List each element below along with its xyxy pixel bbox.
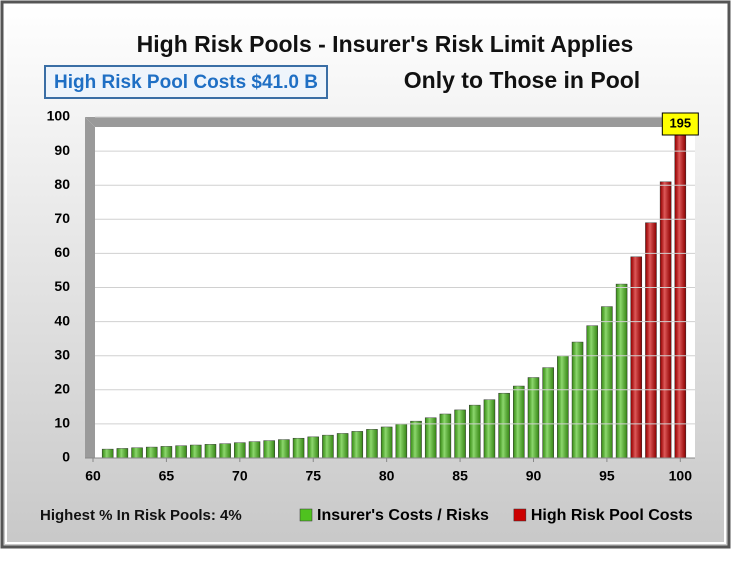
side-wall: [85, 117, 95, 458]
y-tick-label: 30: [54, 346, 70, 362]
bar-shine: [527, 377, 539, 458]
bar-shine: [395, 424, 407, 458]
bar-shine: [131, 447, 143, 458]
legend-label: High Risk Pool Costs: [531, 507, 693, 524]
bar-shine: [146, 447, 158, 458]
x-tick-label: 95: [599, 468, 615, 484]
bar-shine: [366, 429, 378, 458]
bar-shine: [175, 445, 187, 458]
bar-shine: [572, 342, 584, 458]
y-tick-label: 40: [54, 312, 70, 328]
x-tick-label: 65: [159, 468, 175, 484]
bar-shine: [190, 445, 202, 458]
bar-shine: [322, 435, 334, 458]
bar-shine: [425, 417, 437, 458]
y-tick-label: 0: [62, 449, 70, 465]
bar-shine: [660, 181, 672, 458]
y-tick-label: 80: [54, 176, 70, 192]
bar-shine: [249, 441, 261, 458]
y-tick-label: 60: [54, 244, 70, 260]
footer-annotation: Highest % In Risk Pools: 4%: [40, 507, 242, 524]
bar-shine: [513, 386, 525, 458]
bar-shine: [293, 438, 305, 458]
bar-shine: [307, 436, 319, 458]
bar-shine: [263, 440, 275, 458]
bar-shine: [160, 446, 172, 458]
cost-box: [44, 65, 328, 99]
x-tick-label: 80: [379, 468, 395, 484]
bar-shine: [337, 433, 349, 458]
bar-shine: [439, 414, 451, 458]
cost-annotation: High Risk Pool Costs $41.0 B: [54, 72, 318, 93]
x-tick-label: 75: [305, 468, 321, 484]
x-tick-label: 85: [452, 468, 468, 484]
y-tick-label: 90: [54, 142, 70, 158]
data-label-box: [661, 112, 699, 136]
bar-shine: [542, 367, 554, 458]
bar-shine: [219, 443, 231, 458]
y-tick-label: 50: [54, 278, 70, 294]
y-tick-label: 10: [54, 415, 70, 431]
inner-border: [5, 5, 726, 544]
legend-label: Insurer's Costs / Risks: [317, 507, 489, 524]
chart-title: High Risk Pools - Insurer's Risk Limit A…: [137, 31, 634, 57]
bar-shine: [204, 444, 216, 458]
y-tick-label: 100: [47, 108, 71, 124]
bar-shine: [234, 442, 246, 458]
bar-shine: [102, 449, 114, 458]
y-tick-label: 70: [54, 210, 70, 226]
bar-shine: [469, 405, 481, 458]
bar-shine: [351, 431, 363, 458]
bar-shine: [483, 399, 495, 458]
bar-shine: [616, 284, 628, 458]
chart-subtitle: Only to Those in Pool: [404, 67, 640, 93]
x-tick-label: 60: [85, 468, 101, 484]
legend-swatch: [299, 508, 313, 522]
bar-shine: [278, 439, 290, 458]
bar-shine: [381, 426, 393, 458]
data-label: 195: [669, 115, 691, 130]
bar-shine: [410, 421, 422, 458]
bar-shine: [645, 222, 657, 458]
bar-shine: [116, 448, 128, 458]
x-tick-label: 100: [669, 468, 693, 484]
x-tick-label: 90: [526, 468, 542, 484]
x-tick-label: 70: [232, 468, 248, 484]
bar-shine: [586, 325, 598, 458]
bar-shine: [557, 355, 569, 458]
bar-shine: [601, 306, 613, 458]
back-wall: [85, 117, 695, 127]
legend-swatch: [513, 508, 527, 522]
bar-shine: [630, 256, 642, 458]
bar-shine: [454, 409, 466, 458]
y-tick-label: 20: [54, 381, 70, 397]
bar-shine: [498, 393, 510, 458]
